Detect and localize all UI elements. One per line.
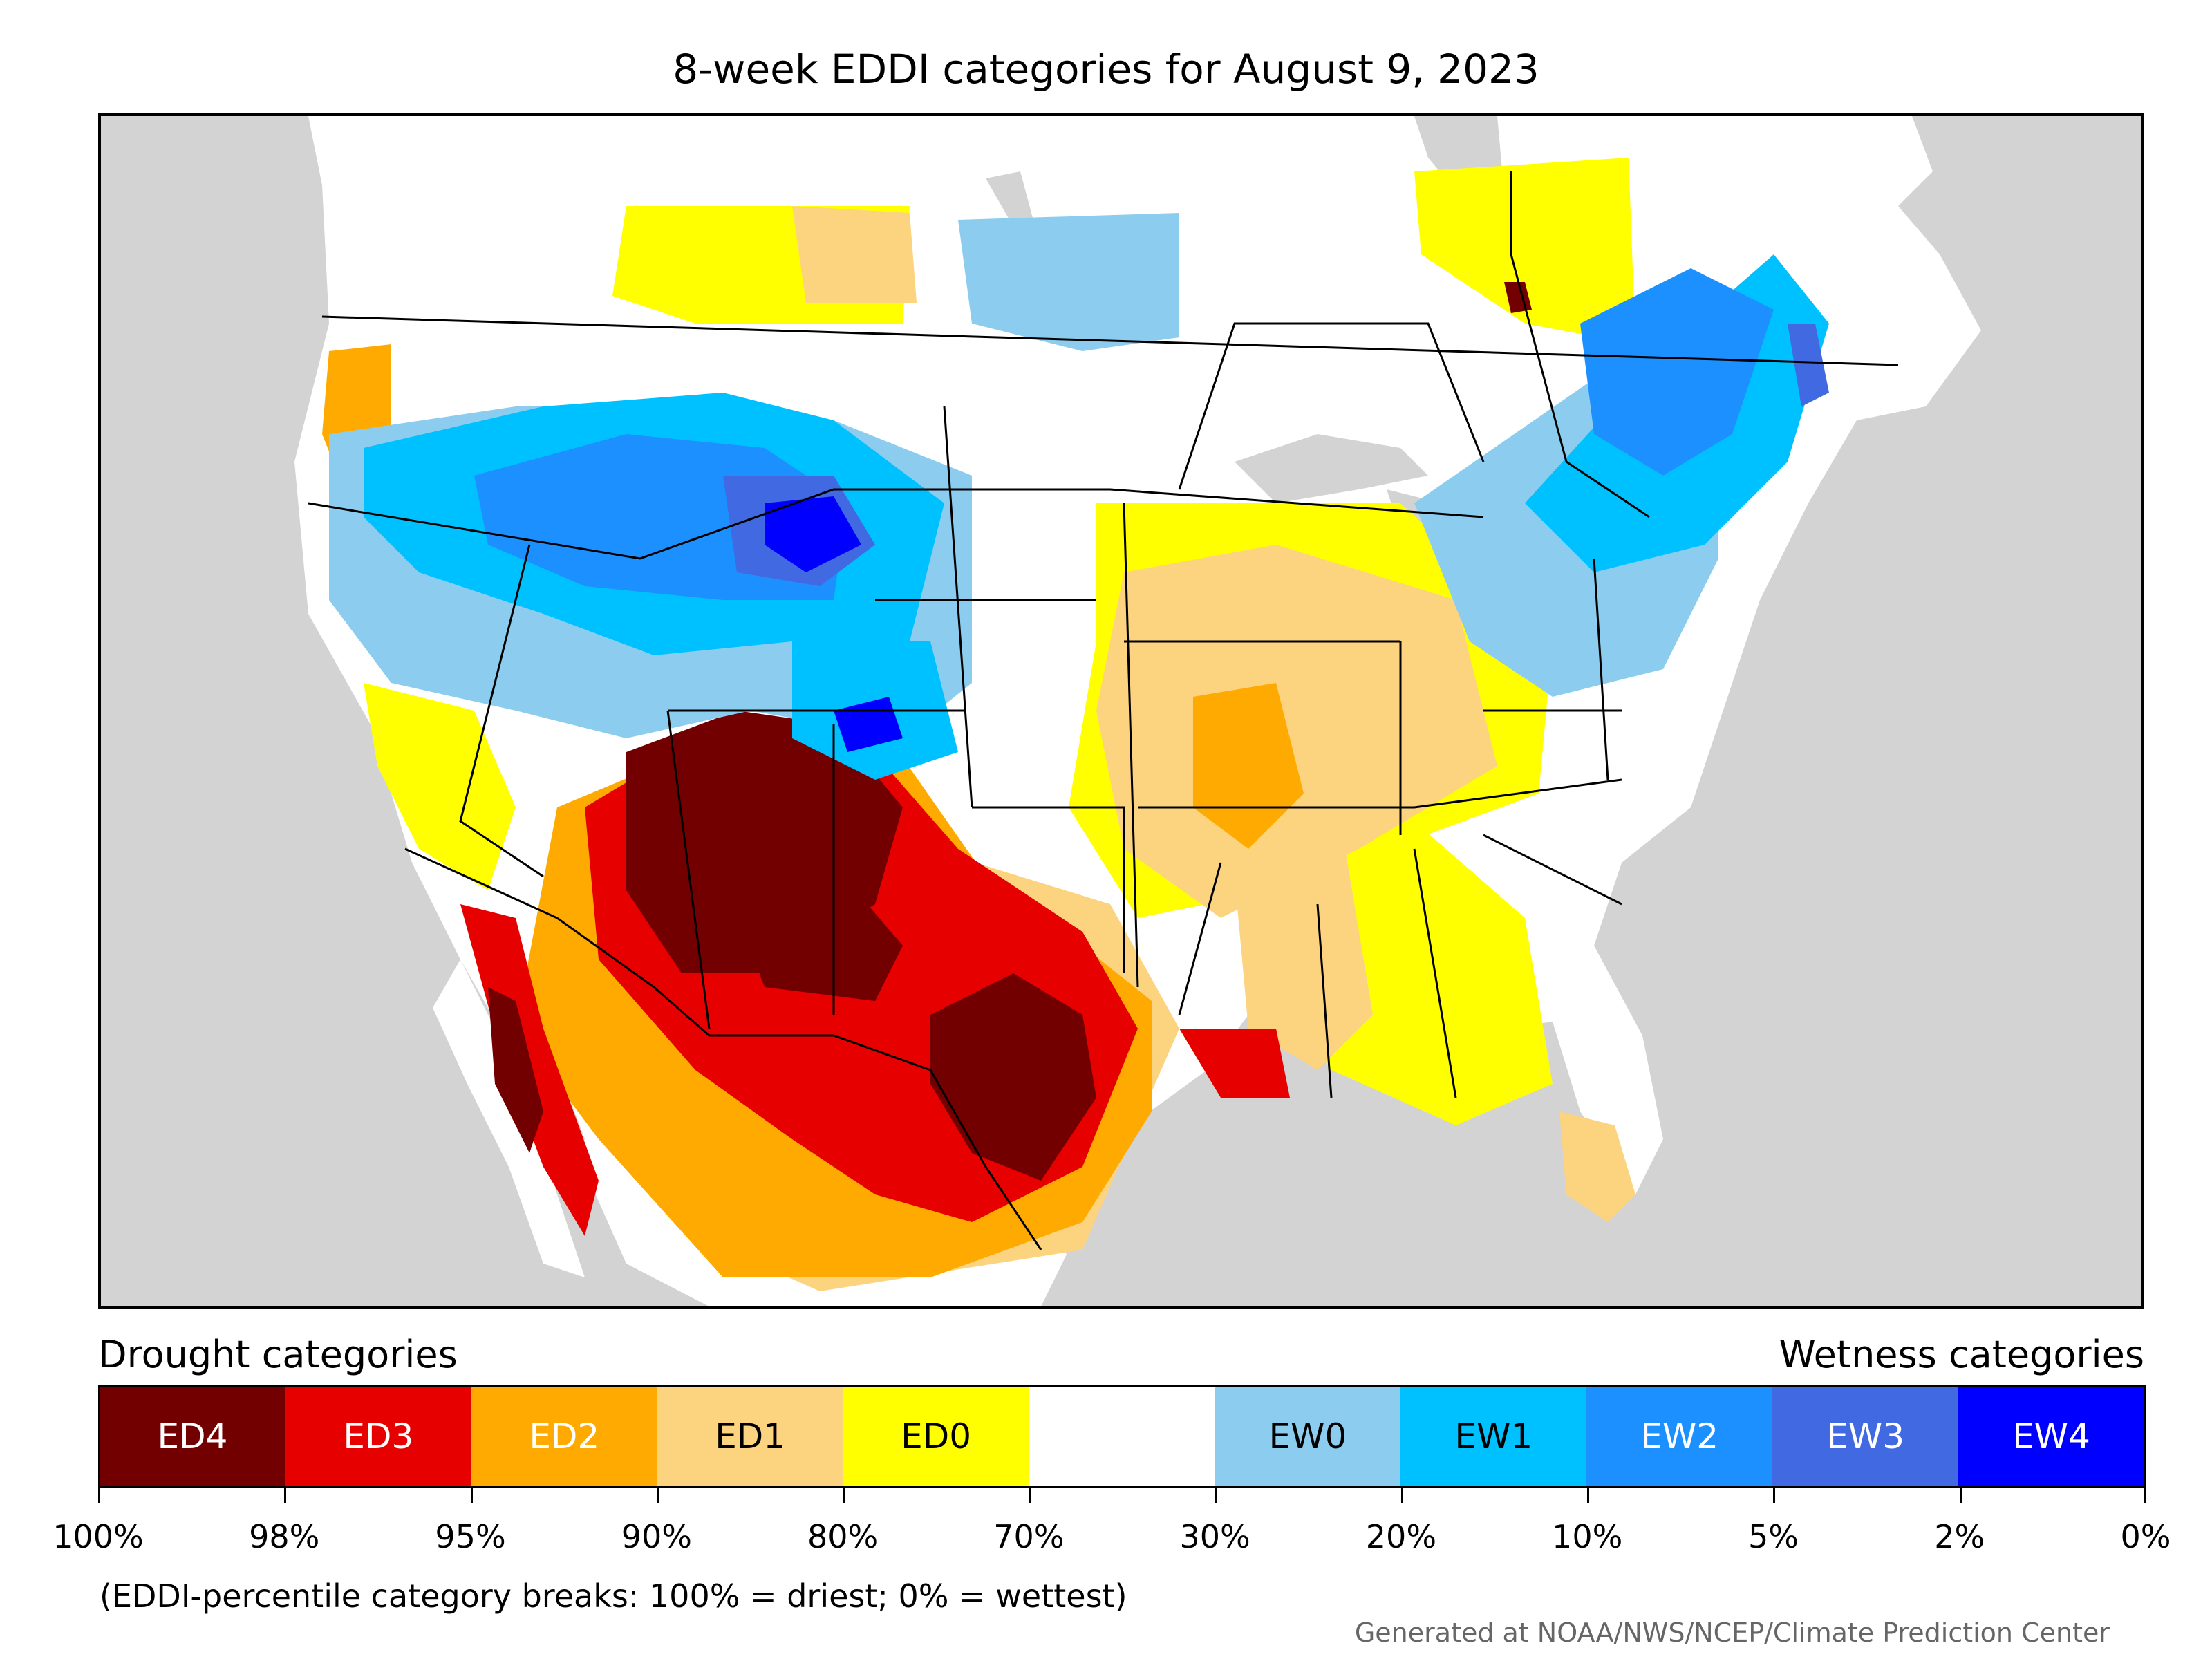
ed0-ontario <box>1414 158 1635 344</box>
colorbar-tick-label: 80% <box>807 1518 879 1555</box>
colorbar-tick-label: 100% <box>53 1518 144 1555</box>
category-swatch <box>1029 1387 1215 1486</box>
ed3-louisiana <box>1179 1029 1290 1098</box>
colorbar-tick-label: 95% <box>435 1518 506 1555</box>
ew2-northeast <box>1580 268 1774 476</box>
category-colorbar: ED4 ED3 ED2 ED1 ED0 EW0 EW1 EW2 EW3 EW4 <box>98 1385 2146 1488</box>
colorbar-tick <box>1959 1488 1962 1503</box>
colorbar-tick <box>1215 1488 1217 1503</box>
wetness-categories-title: Wetness categories <box>1779 1333 2144 1376</box>
category-swatch: ED3 <box>285 1387 471 1486</box>
category-swatch: EW2 <box>1586 1387 1773 1486</box>
colorbar-tick <box>1587 1488 1590 1503</box>
ed0-west <box>364 683 516 890</box>
ew4-wyoming <box>765 496 861 572</box>
colorbar-tick-label: 90% <box>621 1518 692 1555</box>
category-swatch: EW3 <box>1772 1387 1959 1486</box>
colorbar-tick <box>656 1488 659 1503</box>
colorbar-tick-label: 20% <box>1365 1518 1437 1555</box>
ed1-midwest <box>1096 545 1497 918</box>
category-note: (EDDI-percentile category breaks: 100% =… <box>100 1577 1127 1615</box>
colorbar-ticks <box>98 1488 2146 1504</box>
colorbar-tick <box>470 1488 473 1503</box>
ed1-lower-miss <box>1235 849 1373 1070</box>
colorbar-tick-label: 2% <box>1934 1518 1985 1555</box>
baja-peninsula <box>433 959 585 1277</box>
ew0-canada <box>958 213 1179 351</box>
category-swatch: EW4 <box>1958 1387 2144 1486</box>
lake-superior <box>1235 434 1428 503</box>
map-canvas <box>294 116 1981 1306</box>
credit-line: Generated at NOAA/NWS/NCEP/Climate Predi… <box>1354 1618 2110 1648</box>
ed4-baja <box>488 987 543 1153</box>
colorbar-tick-label: 10% <box>1552 1518 1623 1555</box>
colorbar-tick <box>1773 1488 1776 1503</box>
colorbar-tick <box>2144 1488 2146 1503</box>
drought-categories-title: Drought categories <box>98 1333 458 1376</box>
gulf-of-mexico <box>1020 1084 1504 1306</box>
category-swatch: EW0 <box>1215 1387 1401 1486</box>
colorbar-tick-label: 98% <box>249 1518 320 1555</box>
map-title: 8-week EDDI categories for August 9, 202… <box>673 46 1539 93</box>
category-swatch: ED1 <box>657 1387 843 1486</box>
political-boundaries <box>308 171 1899 1250</box>
category-swatch: ED0 <box>843 1387 1029 1486</box>
colorbar-tick <box>98 1488 100 1503</box>
category-swatch: ED2 <box>471 1387 657 1486</box>
ed4-new-mexico <box>723 849 903 1001</box>
colorbar-tick <box>843 1488 845 1503</box>
colorbar-tick-label: 30% <box>1179 1518 1250 1555</box>
category-swatch: EW1 <box>1400 1387 1587 1486</box>
colorbar-tick <box>284 1488 287 1503</box>
ed1-florida <box>1559 1112 1635 1222</box>
category-swatch: ED4 <box>100 1387 285 1486</box>
colorbar-tick-label: 5% <box>1747 1518 1799 1555</box>
ed4-texas <box>930 973 1096 1181</box>
colorbar-tick-label: 0% <box>2120 1518 2171 1555</box>
eddi-map <box>98 113 2144 1309</box>
ed1-canada <box>792 206 917 303</box>
colorbar-tick <box>1400 1488 1403 1503</box>
colorbar-tick <box>1029 1488 1031 1503</box>
ew3-maine <box>1788 324 1829 406</box>
colorbar-tick-label: 70% <box>993 1518 1065 1555</box>
